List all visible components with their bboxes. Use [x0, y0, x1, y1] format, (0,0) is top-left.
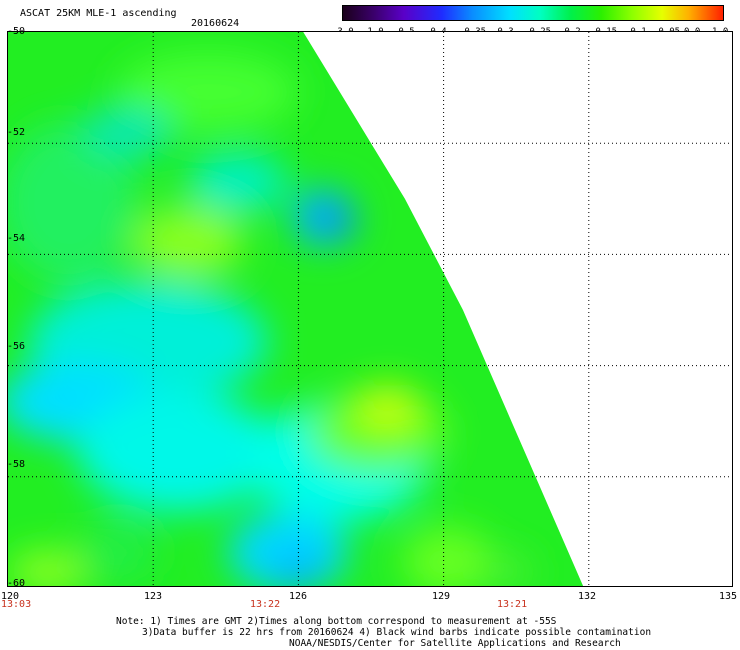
lon-tick-label: 126 [289, 591, 308, 602]
time-label: 13:21 [497, 599, 528, 610]
time-label: 13:22 [250, 599, 281, 610]
lat-tick-label: -60 [7, 578, 26, 589]
map-date: 20160624 [191, 18, 240, 29]
lat-lon-grid [8, 32, 732, 586]
wind-map [8, 32, 732, 586]
lon-tick-label: 129 [432, 591, 451, 602]
lon-tick-label: 135 [719, 591, 738, 602]
time-label: 13:03 [1, 599, 32, 610]
lat-tick-label: -58 [7, 459, 26, 470]
lat-tick-label: -54 [7, 233, 26, 244]
lat-tick-label: -50 [7, 26, 26, 37]
credit-line: NOAA/NESDIS/Center for Satellite Applica… [289, 638, 621, 649]
ascat-swath [8, 32, 584, 586]
note-line-2: 3)Data buffer is 22 hrs from 20160624 4)… [142, 627, 652, 638]
lon-tick-label: 132 [578, 591, 597, 602]
note-line-1: Note: 1) Times are GMT 2)Times along bot… [116, 616, 557, 627]
lat-tick-label: -56 [7, 341, 26, 352]
map-title: ASCAT 25KM MLE-1 ascending [20, 8, 177, 19]
colorbar [342, 5, 724, 21]
map-plot-area [7, 31, 733, 587]
lon-tick-label: 120 [1, 591, 20, 602]
lat-tick-label: -52 [7, 127, 26, 138]
lon-tick-label: 123 [144, 591, 163, 602]
